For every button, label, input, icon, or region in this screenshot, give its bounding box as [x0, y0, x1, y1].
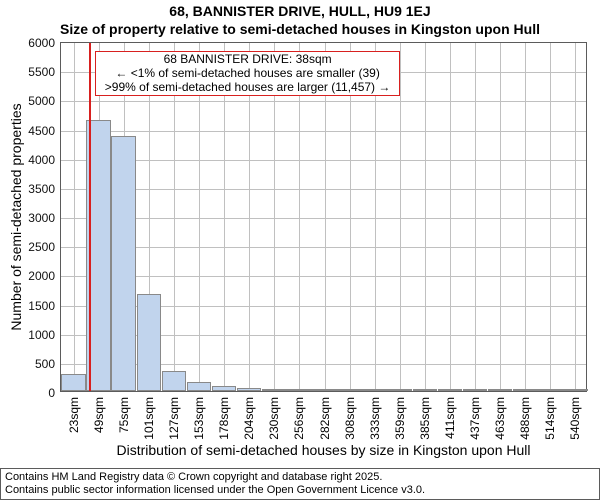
grid-line-horizontal	[61, 218, 586, 219]
grid-line-horizontal	[61, 160, 586, 161]
histogram-bar	[312, 389, 337, 391]
x-tick-label: 23sqm	[67, 397, 81, 433]
histogram-bar	[513, 389, 538, 391]
callout-line1: 68 BANNISTER DRIVE: 38sqm	[99, 53, 396, 67]
x-tick-label: 540sqm	[568, 397, 582, 440]
callout-box: 68 BANNISTER DRIVE: 38sqm ← <1% of semi-…	[95, 51, 400, 96]
x-tick-label: 256sqm	[292, 397, 306, 440]
chart-root: 68, BANNISTER DRIVE, HULL, HU9 1EJ Size …	[0, 0, 600, 500]
x-tick-label: 463sqm	[493, 397, 507, 440]
histogram-bar	[111, 136, 136, 391]
highlight-marker	[89, 43, 91, 391]
grid-line-horizontal	[61, 189, 586, 190]
x-tick-label: 385sqm	[418, 397, 432, 440]
histogram-bar	[337, 389, 362, 391]
x-tick-label: 437sqm	[468, 397, 482, 440]
plot-area: 68 BANNISTER DRIVE: 38sqm ← <1% of semi-…	[60, 42, 587, 392]
grid-line-vertical	[500, 43, 501, 391]
histogram-bar	[137, 294, 162, 391]
x-tick-label: 230sqm	[267, 397, 281, 440]
grid-line-horizontal	[61, 247, 586, 248]
histogram-bar	[413, 389, 438, 391]
histogram-bar	[61, 374, 86, 392]
attribution-footer: Contains HM Land Registry data © Crown c…	[0, 468, 600, 500]
y-tick-label: 1000	[28, 328, 61, 342]
grid-line-horizontal	[61, 276, 586, 277]
y-tick-label: 4500	[28, 124, 61, 138]
x-tick-label: 282sqm	[318, 397, 332, 440]
x-tick-label: 359sqm	[393, 397, 407, 440]
title-line1: 68, BANNISTER DRIVE, HULL, HU9 1EJ	[0, 3, 600, 21]
y-tick-label: 5500	[28, 65, 61, 79]
x-tick-label: 308sqm	[343, 397, 357, 440]
grid-line-horizontal	[61, 101, 586, 102]
footer-line2: Contains public sector information licen…	[5, 484, 595, 497]
y-tick-label: 4000	[28, 153, 61, 167]
x-tick-label: 127sqm	[167, 397, 181, 440]
grid-line-vertical	[575, 43, 576, 391]
histogram-bar	[212, 386, 237, 391]
histogram-bar	[362, 389, 387, 391]
y-tick-label: 500	[35, 357, 61, 371]
grid-line-vertical	[525, 43, 526, 391]
y-tick-label: 0	[48, 386, 61, 400]
y-tick-label: 2500	[28, 240, 61, 254]
grid-line-vertical	[425, 43, 426, 391]
x-tick-label: 75sqm	[117, 397, 131, 433]
histogram-bar	[262, 389, 287, 391]
callout-line2: ← <1% of semi-detached houses are smalle…	[99, 67, 396, 81]
x-tick-label: 333sqm	[368, 397, 382, 440]
histogram-bar	[287, 389, 312, 391]
y-tick-label: 2000	[28, 269, 61, 283]
histogram-bar	[187, 382, 212, 391]
y-tick-label: 6000	[28, 36, 61, 50]
grid-line-vertical	[550, 43, 551, 391]
histogram-bar	[162, 371, 187, 391]
grid-line-vertical	[450, 43, 451, 391]
x-tick-label: 101sqm	[142, 397, 156, 440]
y-axis-label: Number of semi-detached properties	[8, 103, 24, 330]
histogram-bar	[387, 389, 412, 391]
y-tick-label: 5000	[28, 94, 61, 108]
histogram-bar	[488, 389, 513, 391]
x-tick-label: 153sqm	[192, 397, 206, 440]
grid-line-horizontal	[61, 131, 586, 132]
x-tick-label: 204sqm	[242, 397, 256, 440]
histogram-bar	[563, 389, 588, 391]
title-line2: Size of property relative to semi-detach…	[0, 21, 600, 39]
footer-line1: Contains HM Land Registry data © Crown c…	[5, 471, 595, 484]
y-tick-label: 1500	[28, 299, 61, 313]
histogram-bar	[463, 389, 488, 391]
y-tick-label: 3000	[28, 211, 61, 225]
x-tick-label: 49sqm	[92, 397, 106, 433]
x-axis-label: Distribution of semi-detached houses by …	[116, 442, 530, 458]
x-tick-label: 514sqm	[543, 397, 557, 440]
chart-title: 68, BANNISTER DRIVE, HULL, HU9 1EJ Size …	[0, 0, 600, 38]
grid-line-vertical	[475, 43, 476, 391]
histogram-bar	[538, 389, 563, 391]
y-tick-label: 3500	[28, 182, 61, 196]
x-tick-label: 178sqm	[217, 397, 231, 440]
callout-line3: >99% of semi-detached houses are larger …	[99, 81, 396, 95]
histogram-bar	[438, 389, 463, 391]
grid-line-vertical	[74, 43, 75, 391]
x-tick-label: 411sqm	[443, 397, 457, 439]
x-tick-label: 488sqm	[518, 397, 532, 440]
histogram-bar	[237, 388, 262, 392]
